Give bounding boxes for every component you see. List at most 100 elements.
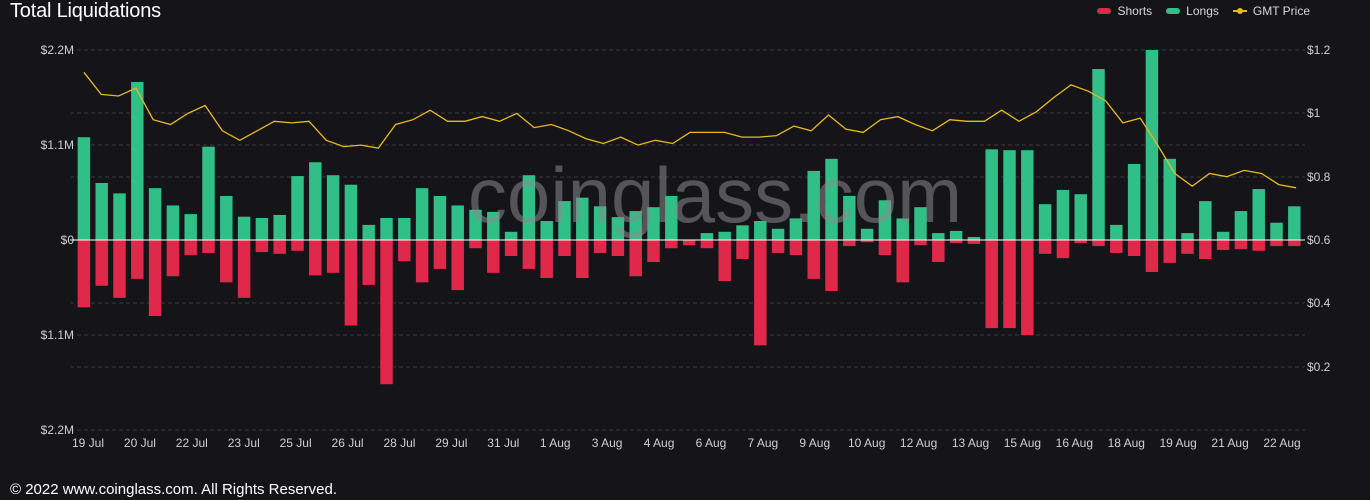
long-bar[interactable] <box>1199 201 1212 240</box>
short-bar[interactable] <box>540 240 553 278</box>
long-bar[interactable] <box>433 195 447 240</box>
short-bar[interactable] <box>398 240 411 262</box>
short-bar[interactable] <box>967 240 981 244</box>
long-bar[interactable] <box>291 176 304 240</box>
legend-item-longs[interactable]: Longs <box>1166 4 1219 18</box>
short-bar[interactable] <box>1056 240 1070 259</box>
short-bar[interactable] <box>380 240 393 385</box>
short-bar[interactable] <box>860 240 874 243</box>
long-bar[interactable] <box>504 231 518 240</box>
long-bar[interactable] <box>771 228 785 240</box>
long-bar[interactable] <box>665 195 678 240</box>
long-bar[interactable] <box>629 211 642 240</box>
short-bar[interactable] <box>771 240 785 253</box>
short-bar[interactable] <box>220 240 233 283</box>
long-bar[interactable] <box>1110 224 1123 240</box>
liquidations-chart[interactable]: $2.2M $1.1M $0 $1.1M $2.2M $1.2 $1 $0.8 $0.6 $0.… <box>0 0 1370 470</box>
long-bar[interactable] <box>113 193 126 240</box>
long-bar[interactable] <box>1145 50 1159 240</box>
short-bar[interactable] <box>1145 240 1159 272</box>
short-bar[interactable] <box>95 240 108 286</box>
short-bar[interactable] <box>362 240 375 285</box>
short-bar[interactable] <box>113 240 126 298</box>
short-bar[interactable] <box>843 240 856 247</box>
long-bar[interactable] <box>896 218 909 240</box>
short-bar[interactable] <box>1127 240 1141 256</box>
short-bar[interactable] <box>1110 240 1123 253</box>
short-bar[interactable] <box>1199 240 1212 259</box>
short-bar[interactable] <box>1252 240 1265 251</box>
short-bar[interactable] <box>1021 240 1034 335</box>
long-bar[interactable] <box>647 207 660 240</box>
long-bar[interactable] <box>451 205 464 240</box>
short-bar[interactable] <box>558 240 571 256</box>
short-bar[interactable] <box>1003 240 1016 329</box>
long-bar[interactable] <box>611 217 625 240</box>
long-bar[interactable] <box>1234 211 1248 240</box>
short-bar[interactable] <box>166 240 180 277</box>
long-bar[interactable] <box>860 228 874 240</box>
long-bar[interactable] <box>1021 150 1034 240</box>
short-bar[interactable] <box>647 240 660 263</box>
short-bar[interactable] <box>611 240 625 256</box>
short-bar[interactable] <box>700 240 714 249</box>
short-bar[interactable] <box>184 240 197 256</box>
long-bar[interactable] <box>255 217 269 240</box>
short-bar[interactable] <box>487 240 500 273</box>
short-bar[interactable] <box>148 240 162 316</box>
short-bar[interactable] <box>1074 240 1087 244</box>
long-bar[interactable] <box>932 233 945 240</box>
short-bar[interactable] <box>1092 240 1105 247</box>
long-bar[interactable] <box>220 195 233 240</box>
long-bar[interactable] <box>825 158 838 240</box>
long-bar[interactable] <box>131 81 144 240</box>
short-bar[interactable] <box>255 240 269 253</box>
legend-item-shorts[interactable]: Shorts <box>1097 4 1152 18</box>
short-bar[interactable] <box>1181 240 1194 254</box>
short-bar[interactable] <box>1270 240 1283 247</box>
short-bar[interactable] <box>131 240 144 279</box>
short-bar[interactable] <box>914 240 927 246</box>
long-bar[interactable] <box>522 175 536 240</box>
long-bar[interactable] <box>398 217 411 240</box>
long-bar[interactable] <box>1270 222 1283 240</box>
short-bar[interactable] <box>896 240 909 283</box>
short-bar[interactable] <box>522 240 536 269</box>
short-bar[interactable] <box>1288 240 1301 247</box>
long-bar[interactable] <box>469 209 482 240</box>
short-bar[interactable] <box>629 240 642 277</box>
short-bar[interactable] <box>1234 240 1248 250</box>
long-bar[interactable] <box>415 188 429 240</box>
short-bar[interactable] <box>273 240 286 254</box>
short-bar[interactable] <box>344 240 358 326</box>
short-bar[interactable] <box>718 240 731 282</box>
long-bar[interactable] <box>967 236 981 240</box>
short-bar[interactable] <box>665 240 678 249</box>
long-bar[interactable] <box>273 214 286 240</box>
short-bar[interactable] <box>469 240 482 249</box>
long-bar[interactable] <box>985 149 998 240</box>
long-bar[interactable] <box>1056 189 1070 240</box>
long-bar[interactable] <box>1288 206 1301 240</box>
long-bar[interactable] <box>344 184 358 240</box>
long-bar[interactable] <box>1181 233 1194 240</box>
short-bar[interactable] <box>825 240 838 291</box>
short-bar[interactable] <box>1216 240 1230 250</box>
long-bar[interactable] <box>1127 164 1141 240</box>
long-bar[interactable] <box>326 175 340 240</box>
long-bar[interactable] <box>77 137 91 240</box>
short-bar[interactable] <box>291 240 304 251</box>
long-bar[interactable] <box>949 230 963 240</box>
long-bar[interactable] <box>878 200 892 240</box>
long-bar[interactable] <box>1216 231 1230 240</box>
long-bar[interactable] <box>309 162 322 240</box>
long-bar[interactable] <box>1163 158 1176 240</box>
long-bar[interactable] <box>807 170 820 240</box>
long-bar[interactable] <box>540 221 553 240</box>
short-bar[interactable] <box>985 240 998 329</box>
long-bar[interactable] <box>1092 69 1105 240</box>
short-bar[interactable] <box>736 240 749 259</box>
long-bar[interactable] <box>380 217 393 240</box>
long-bar[interactable] <box>148 188 162 240</box>
long-bar[interactable] <box>95 183 108 240</box>
